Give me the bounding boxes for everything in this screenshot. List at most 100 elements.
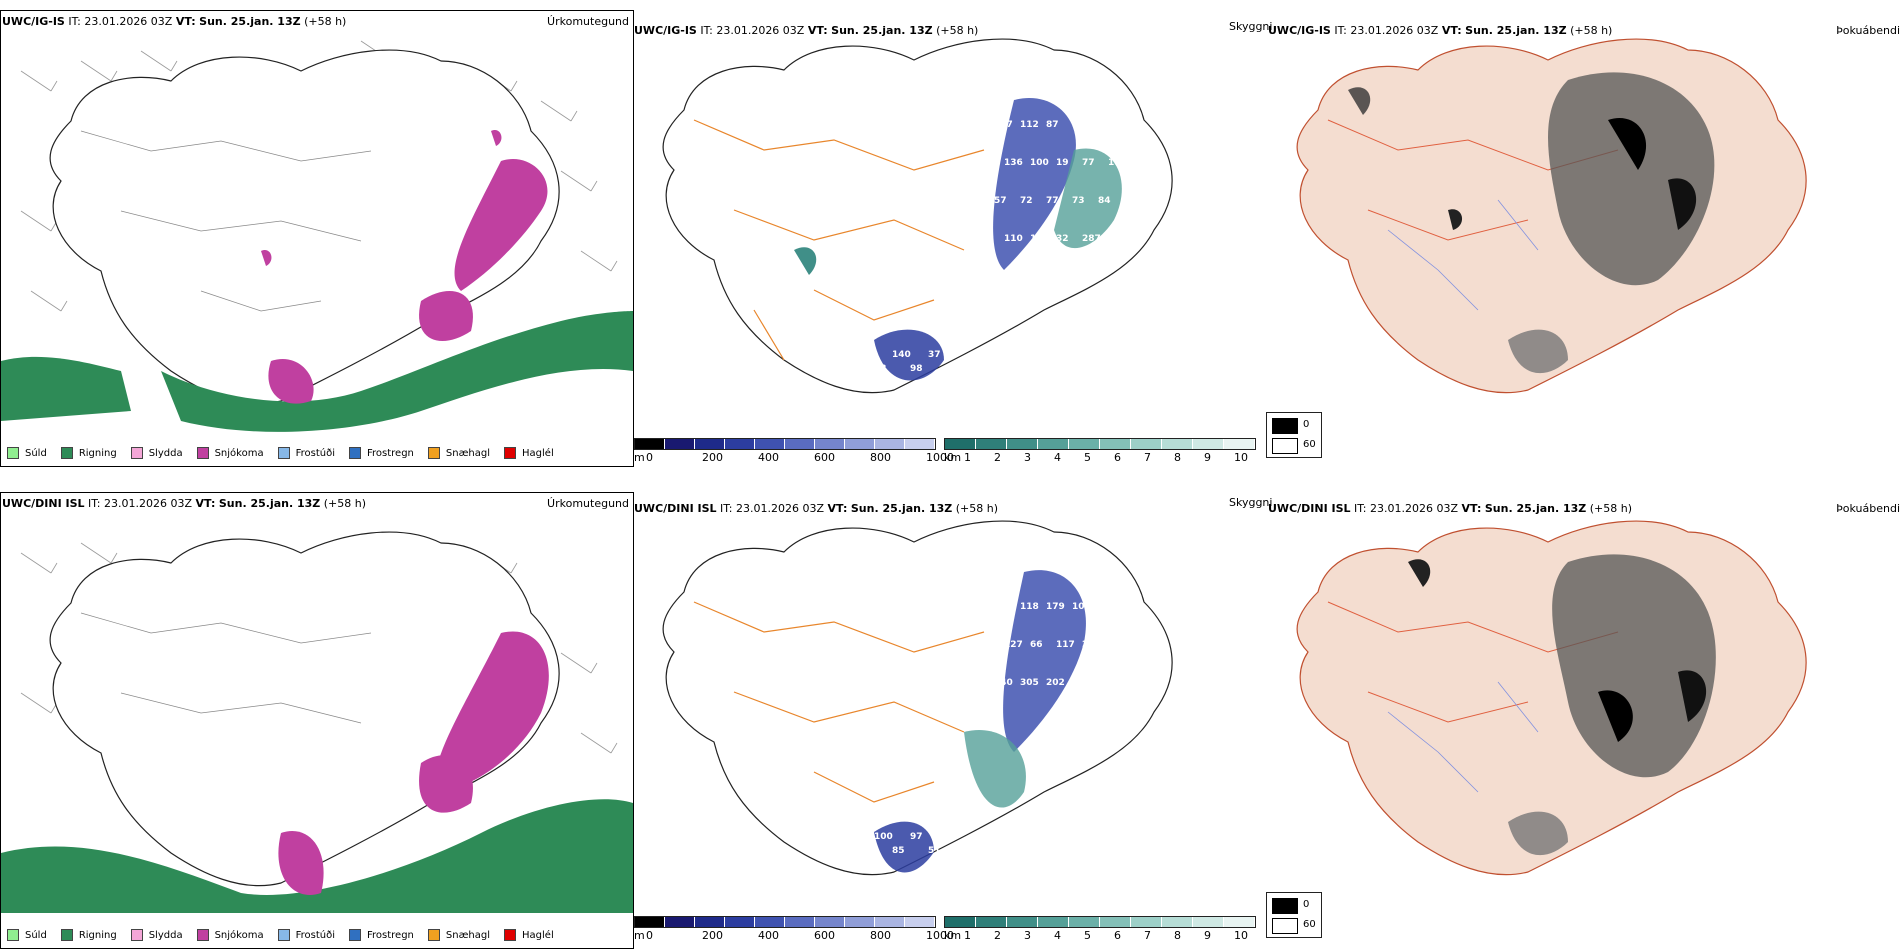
visibility-value: 19 (1056, 158, 1069, 168)
colorbar-tick-label: 0 (646, 929, 653, 942)
roads (693, 119, 985, 361)
row-1: UWC/IG-IS IT: 23.01.2026 03Z VT: Sun. 25… (0, 10, 1900, 467)
visibility-value: 51 (928, 846, 941, 856)
precip-map-1 (1, 40, 633, 432)
visibility-fields (794, 98, 1122, 381)
legend-item: Frostregn (349, 929, 414, 941)
colorbar-tick-label: 9 (1204, 451, 1211, 464)
legend-item: Rigning (60, 929, 117, 941)
colorbar-tick-label: 6 (1114, 929, 1121, 942)
panel-title: Úrkomutegund (547, 497, 629, 510)
header-1b: UWC/IG-IS IT: 23.01.2026 03Z VT: Sun. 25… (634, 24, 979, 37)
visibility-map-1 (662, 38, 1173, 394)
colorbar-cell (1007, 917, 1038, 927)
colorbar-cell (905, 439, 935, 449)
fog-map-1 (1296, 38, 1807, 394)
visibility-value: 98 (910, 364, 923, 374)
legend-swatch (277, 929, 290, 941)
colorbar-cell (1224, 439, 1255, 449)
visibility-value: 57 (994, 196, 1007, 206)
visibility-value: 98 (1072, 120, 1085, 130)
fog-swatch-60 (1272, 918, 1298, 934)
legend-swatch (196, 447, 209, 459)
legend-swatch (349, 929, 361, 941)
roads (80, 612, 372, 724)
colorbar-cell (665, 917, 695, 927)
visibility-value: 87 (1046, 120, 1059, 130)
colorbar-tick-label: 3 (1024, 929, 1031, 942)
legend-swatch (7, 929, 19, 941)
legend-swatch (504, 447, 517, 459)
legend-item: Snæhagl (427, 929, 490, 941)
visibility-value: 83 (1098, 602, 1111, 612)
visibility-value: 89 (1046, 272, 1059, 282)
row-2: UWC/DINI ISL IT: 23.01.2026 03Z VT: Sun.… (0, 480, 1900, 950)
rivers (1387, 199, 1539, 311)
colorbar-tick-label: 1000 (926, 929, 954, 942)
colorbar-cell (635, 917, 665, 927)
precip-legend-1: Súld Rigning Slydda Snjókoma Frostúði Fr… (7, 447, 568, 459)
colorbar-cell (755, 917, 785, 927)
precip-legend-2: Súld Rigning Slydda Snjókoma Frostúði Fr… (7, 929, 568, 941)
colorbar-tick-label: 2 (994, 451, 1001, 464)
fog-legend-2: 0 60 (1266, 892, 1322, 938)
legend-swatch (130, 447, 143, 459)
visibility-value: 144 (994, 272, 1013, 282)
visibility-value: 290 (1108, 640, 1127, 650)
colorbar-cell (945, 439, 976, 449)
visibility-value: 47 (1020, 272, 1033, 282)
colorbar-cell (815, 439, 845, 449)
legend-item: Snjókoma (196, 929, 264, 941)
legend-swatch (130, 929, 143, 941)
visibility-value: 37 (928, 350, 941, 360)
legend-item: Rigning (60, 447, 117, 459)
legend-item: Frostúði (277, 929, 335, 941)
visibility-value: 117 (1056, 640, 1075, 650)
legend-item: Súld (7, 447, 47, 459)
legend-swatch (196, 929, 209, 941)
colorbar-cell (845, 917, 875, 927)
colorbar-cell (976, 439, 1007, 449)
it-label: IT: (68, 15, 81, 28)
visibility-value: 140 (994, 678, 1013, 688)
panel-title: Þokuábendi (1836, 24, 1900, 37)
colorbar-cell (1224, 917, 1255, 927)
colorbar-cell (635, 439, 665, 449)
colorbar-cell (1162, 439, 1193, 449)
colorbar-tick-label: 2 (994, 929, 1001, 942)
colorbar-cell (875, 917, 905, 927)
colorbar-tick-label: 10 (1234, 451, 1248, 464)
legend-swatch (60, 447, 73, 459)
colorbar-cell (755, 439, 785, 449)
visibility-value: 77 (1046, 196, 1059, 206)
colorbar-tick-label: 600 (814, 451, 835, 464)
colorbar-tick-label: 1 (964, 451, 971, 464)
lead-time: (+58 h) (304, 15, 347, 28)
colorbar-tick-label: 8 (1174, 451, 1181, 464)
legend-item: Haglél (504, 447, 554, 459)
visibility-value: 101 (1072, 602, 1091, 612)
colorbar-tick-label: 4 (1054, 451, 1061, 464)
legend-swatch (427, 447, 440, 459)
legend-item: Snæhagl (427, 447, 490, 459)
colorbar-tick-label: 200 (702, 451, 723, 464)
colorbar-tick-label: 1 (964, 929, 971, 942)
colorbar-km (944, 438, 1256, 450)
colorbar-tick-label: 9 (1204, 929, 1211, 942)
fog-map-2 (1296, 520, 1807, 876)
colorbar-tick-label: 400 (758, 929, 779, 942)
colorbar-tick-label: 200 (702, 929, 723, 942)
rivers (1387, 681, 1539, 793)
visibility-value: 107 (994, 120, 1013, 130)
visibility-value: 97 (910, 832, 923, 842)
header-2c: UWC/DINI ISL IT: 23.01.2026 03Z VT: Sun.… (1268, 502, 1633, 515)
visibility-value: 305 (1020, 678, 1039, 688)
colorbar-cell (1100, 439, 1131, 449)
colorbar-tick-label: 8 (1174, 929, 1181, 942)
visibility-value: 179 (1046, 602, 1065, 612)
panel-title: Þokuábendi (1836, 502, 1900, 515)
precip-type-panel-2: UWC/DINI ISL IT: 23.01.2026 03Z VT: Sun.… (0, 492, 634, 949)
header-2b: UWC/DINI ISL IT: 23.01.2026 03Z VT: Sun.… (634, 502, 999, 515)
colorbar-cell (1162, 917, 1193, 927)
colorbar-cell (815, 917, 845, 927)
